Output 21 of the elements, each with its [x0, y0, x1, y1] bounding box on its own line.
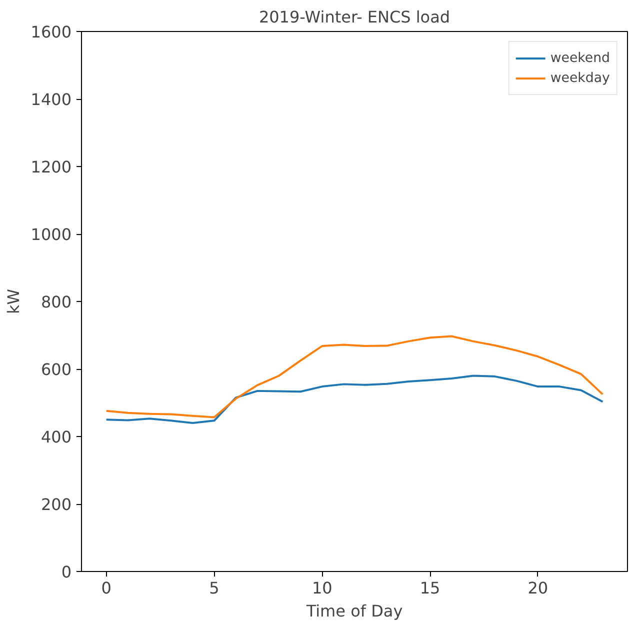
y-tick-label: 600	[40, 360, 72, 379]
x-tick-label: 0	[101, 578, 112, 598]
y-tick-label: 1000	[30, 225, 72, 244]
chart-title: 2019-Winter- ENCS load	[258, 8, 450, 26]
y-tick-label: 400	[40, 428, 72, 446]
x-tick-label: 20	[528, 578, 548, 598]
x-tick-label: 10	[312, 578, 332, 598]
x-axis-title: Time of Day	[305, 602, 403, 620]
legend-label: weekend	[550, 50, 610, 66]
line-series	[105, 374, 604, 424]
x-tick-label: 5	[209, 578, 220, 598]
y-tick-label: 0	[61, 562, 72, 582]
x-tick-label: 15	[420, 578, 440, 598]
line-series	[105, 335, 604, 418]
y-axis-title: kW	[4, 288, 23, 314]
y-tick-label: 200	[40, 495, 72, 514]
y-tick-label: 1400	[30, 90, 72, 109]
legend-label: weekday	[550, 70, 610, 86]
y-tick-label: 1200	[30, 158, 72, 176]
y-tick-label: 800	[40, 292, 72, 312]
y-tick-label: 1600	[30, 22, 72, 42]
